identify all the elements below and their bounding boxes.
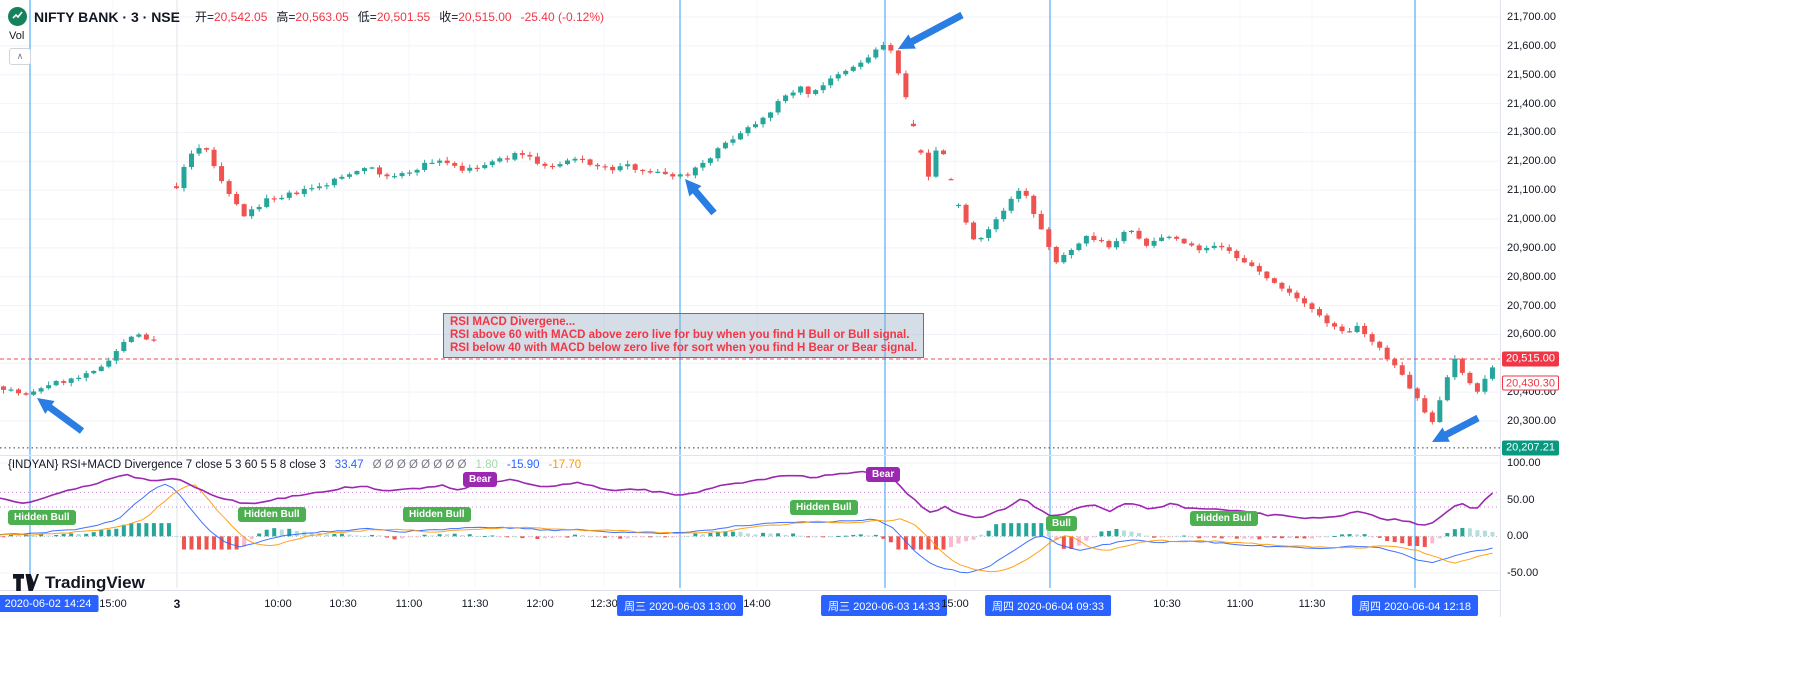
- time-label: 11:30: [461, 598, 489, 610]
- time-label: 11:00: [395, 598, 423, 610]
- close-value: 20,515.00: [458, 10, 512, 24]
- time-label-highlighted: 周四 2020-06-04 09:33: [985, 595, 1111, 616]
- annotation-line: RSI below 40 with MACD below zero live f…: [450, 342, 918, 354]
- indicator-scale-tick: -50.00: [1507, 566, 1539, 579]
- time-label: 10:00: [264, 598, 292, 610]
- signal-line: [0, 484, 1493, 573]
- indicator-value: -17.70: [548, 459, 582, 471]
- indicator-value: 1.80: [475, 459, 498, 471]
- volume-pane-label[interactable]: Vol: [9, 30, 25, 42]
- time-label: 12:00: [526, 598, 554, 610]
- time-label: 12:30: [590, 598, 618, 610]
- chevron-up-icon: ∧: [16, 51, 24, 61]
- bull-signal-label: Bull: [1046, 516, 1077, 531]
- indicator-title[interactable]: {INDYAN} RSI+MACD Divergence 7 close 5 3…: [8, 459, 326, 471]
- arrow-drawings[interactable]: [37, 11, 1480, 442]
- open-value: 20,542.05: [214, 10, 268, 24]
- time-label-highlighted: 周三 2020-06-03 14:33: [821, 595, 947, 616]
- time-label: 3: [173, 597, 181, 611]
- low-value: 20,501.55: [376, 10, 431, 24]
- tradingview-wordmark: TradingView: [45, 573, 145, 592]
- time-label-highlighted: 周四 2020-06-04 12:18: [1352, 595, 1478, 616]
- annotation-line: RSI MACD Divergene...: [450, 316, 576, 328]
- time-label: 15:00: [99, 598, 127, 610]
- indicator-header[interactable]: {INDYAN} RSI+MACD Divergence 7 close 5 3…: [8, 459, 581, 471]
- grid-lines: [0, 0, 1500, 588]
- time-label: 10:30: [1153, 598, 1181, 610]
- time-label: 14:00: [743, 598, 771, 610]
- high-label: 高=: [276, 10, 296, 24]
- price-tick: 20,600.00: [1507, 328, 1556, 341]
- symbol-header: NIFTY BANK · 3 · NSE 开=20,542.05 高=20,56…: [8, 7, 604, 26]
- annotation-line: RSI above 60 with MACD above zero live f…: [450, 329, 910, 341]
- bull-signal-label: Hidden Bull: [1190, 511, 1258, 526]
- macd-line: [0, 483, 1493, 574]
- time-label: 15:00: [941, 598, 969, 610]
- indicator-values: 33.47 Ø Ø Ø Ø Ø Ø Ø Ø 1.80 -15.90 -17.70: [326, 459, 581, 471]
- bull-signal-label: Hidden Bull: [8, 510, 76, 525]
- time-label: 10:30: [329, 598, 357, 610]
- price-tick: 20,900.00: [1507, 241, 1556, 254]
- indicator-scale-tick: 100.00: [1507, 457, 1541, 469]
- indicator-value: -15.90: [506, 459, 540, 471]
- indicator-scale-tick: 50.00: [1507, 493, 1535, 506]
- arrow-annotation: [1432, 414, 1480, 442]
- annotation-note[interactable]: RSI MACD Divergene... RSI above 60 with …: [443, 313, 925, 358]
- level-price-label: 20,207.21: [1502, 440, 1559, 456]
- symbol-title[interactable]: NIFTY BANK · 3 · NSE: [34, 8, 180, 25]
- bull-signal-label: Hidden Bull: [403, 507, 471, 522]
- candlestick-series: [1, 41, 1495, 425]
- price-tick: 20,800.00: [1507, 270, 1556, 283]
- tradingview-logo[interactable]: TradingView: [13, 573, 145, 593]
- change-value: -25.40 (-0.12%): [520, 9, 604, 24]
- close-label: 收=: [439, 10, 459, 24]
- vertical-line-drawings[interactable]: [29, 0, 1416, 588]
- price-tick: 21,700.00: [1507, 11, 1556, 23]
- price-tick: 21,100.00: [1507, 184, 1556, 197]
- price-tick: 21,300.00: [1507, 126, 1556, 139]
- secondary-price-label: 20,430.30: [1502, 375, 1559, 391]
- time-label-highlighted: 周三 2020-06-03 13:00: [617, 595, 743, 616]
- price-tick: 21,400.00: [1507, 97, 1556, 110]
- arrow-annotation: [898, 11, 964, 49]
- last-price-label: 20,515.00: [1502, 351, 1559, 367]
- indicator-scale-tick: 0.00: [1507, 530, 1529, 543]
- chart-canvas[interactable]: [0, 0, 1500, 590]
- price-tick: 21,500.00: [1507, 68, 1556, 81]
- symbol-logo-icon: [8, 7, 27, 26]
- time-axis[interactable]: 2020-06-02 14:24 15:00 3 10:00 10:30 11:00 11:…: [0, 590, 1500, 618]
- price-tick: 21,200.00: [1507, 155, 1556, 168]
- bear-signal-label: Bear: [866, 467, 901, 482]
- price-tick: 20,300.00: [1507, 415, 1556, 428]
- arrow-annotation: [37, 398, 85, 434]
- bull-signal-label: Hidden Bull: [790, 500, 858, 515]
- pane-separator[interactable]: [0, 455, 1566, 456]
- price-tick: 21,000.00: [1507, 213, 1556, 226]
- bear-signal-label: Bear: [463, 472, 498, 487]
- ohlc-readout: 开=20,542.05 高=20,563.05 低=20,501.55 收=20…: [195, 8, 604, 25]
- high-value: 20,563.05: [295, 10, 349, 24]
- bull-signal-label: Hidden Bull: [238, 507, 306, 522]
- macd-histogram: [1, 523, 1495, 550]
- low-label: 低=: [357, 10, 377, 24]
- indicator-value: Ø Ø Ø Ø Ø Ø Ø Ø: [372, 459, 467, 471]
- indicator-value: 33.47: [334, 459, 364, 471]
- price-tick: 21,600.00: [1507, 39, 1556, 52]
- tradingview-glyph-icon: [13, 574, 39, 591]
- time-label-highlighted: 2020-06-02 14:24: [0, 595, 99, 612]
- arrow-annotation: [685, 179, 717, 216]
- price-tick: 20,700.00: [1507, 299, 1556, 312]
- time-label: 11:00: [1226, 598, 1254, 610]
- expand-volume-pane-button[interactable]: ∧: [9, 48, 31, 65]
- time-label: 11:30: [1298, 598, 1326, 610]
- open-label: 开=: [194, 10, 214, 24]
- price-scale[interactable]: 21,700.00 21,600.00 21,500.00 21,400.00 21,3…: [1500, 0, 1567, 617]
